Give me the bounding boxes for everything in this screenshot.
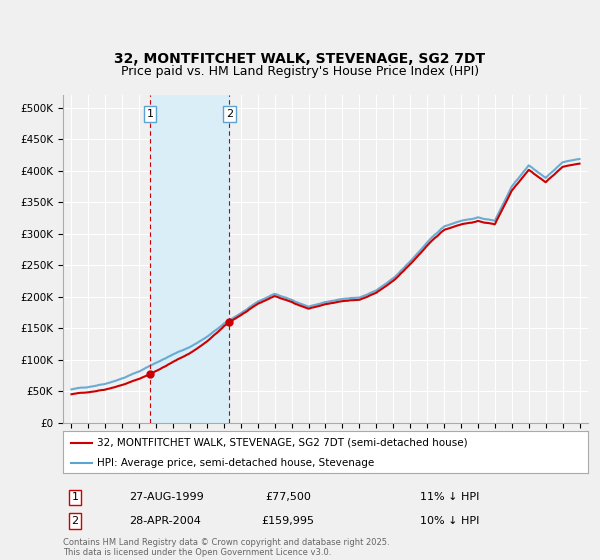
Text: 32, MONTFITCHET WALK, STEVENAGE, SG2 7DT (semi-detached house): 32, MONTFITCHET WALK, STEVENAGE, SG2 7DT… bbox=[97, 438, 468, 448]
Text: 27-AUG-1999: 27-AUG-1999 bbox=[129, 492, 204, 502]
Bar bbox=[150, 95, 229, 423]
Text: 11% ↓ HPI: 11% ↓ HPI bbox=[420, 492, 479, 502]
Text: 28-APR-2004: 28-APR-2004 bbox=[129, 516, 201, 526]
Text: Price paid vs. HM Land Registry's House Price Index (HPI): Price paid vs. HM Land Registry's House … bbox=[121, 65, 479, 78]
Text: 2: 2 bbox=[71, 516, 79, 526]
Text: £159,995: £159,995 bbox=[262, 516, 314, 526]
Text: 32, MONTFITCHET WALK, STEVENAGE, SG2 7DT: 32, MONTFITCHET WALK, STEVENAGE, SG2 7DT bbox=[115, 52, 485, 66]
Text: 2: 2 bbox=[226, 109, 233, 119]
Text: HPI: Average price, semi-detached house, Stevenage: HPI: Average price, semi-detached house,… bbox=[97, 458, 374, 468]
Text: 1: 1 bbox=[71, 492, 79, 502]
Text: 10% ↓ HPI: 10% ↓ HPI bbox=[420, 516, 479, 526]
Text: Contains HM Land Registry data © Crown copyright and database right 2025.
This d: Contains HM Land Registry data © Crown c… bbox=[63, 538, 389, 557]
Text: 1: 1 bbox=[147, 109, 154, 119]
Text: £77,500: £77,500 bbox=[265, 492, 311, 502]
